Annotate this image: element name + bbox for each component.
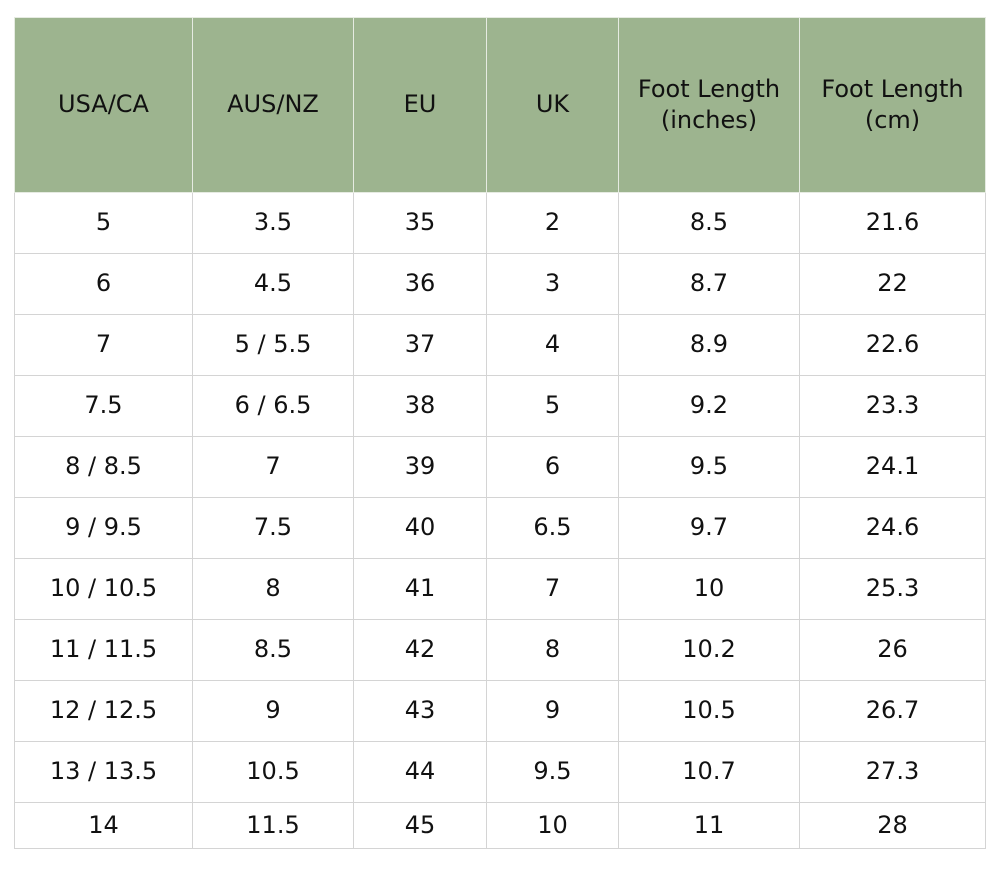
table-cell: 24.1 [799, 436, 986, 498]
table-row: 7.5 6 / 6.5 38 5 9.2 23.3 [14, 375, 986, 437]
table-cell: 37 [353, 314, 487, 376]
table-cell: 7.5 [14, 375, 193, 437]
table-cell: 10.7 [618, 741, 800, 803]
table-cell: 7 [192, 436, 354, 498]
header-cell: AUS/NZ [192, 17, 354, 193]
header-row: USA/CA AUS/NZ EU UK Foot Length (inches) Foot… [14, 17, 986, 193]
header-cell: Foot Length (inches) [618, 17, 800, 193]
table-row: 6 4.5 36 3 8.7 22 [14, 253, 986, 315]
table-row: 12 / 12.5 9 43 9 10.5 26.7 [14, 680, 986, 742]
table-cell: 10 / 10.5 [14, 558, 193, 620]
table-cell: 38 [353, 375, 487, 437]
table-cell: 9 / 9.5 [14, 497, 193, 559]
table-cell: 10.2 [618, 619, 800, 681]
table-cell: 40 [353, 497, 487, 559]
table-row: 8 / 8.5 7 39 6 9.5 24.1 [14, 436, 986, 498]
header-cell: Foot Length (cm) [799, 17, 986, 193]
table-cell: 3.5 [192, 192, 354, 254]
table-cell: 6 / 6.5 [192, 375, 354, 437]
table-cell: 5 / 5.5 [192, 314, 354, 376]
table-cell: 9.7 [618, 497, 800, 559]
table-cell: 23.3 [799, 375, 986, 437]
table-cell: 36 [353, 253, 487, 315]
table-row: 9 / 9.5 7.5 40 6.5 9.7 24.6 [14, 497, 986, 559]
table-cell: 42 [353, 619, 487, 681]
table-cell: 12 / 12.5 [14, 680, 193, 742]
table-cell: 11.5 [192, 802, 354, 849]
table-cell: 28 [799, 802, 986, 849]
table-cell: 14 [14, 802, 193, 849]
table-cell: 7.5 [192, 497, 354, 559]
table-cell: 10 [618, 558, 800, 620]
table-cell: 39 [353, 436, 487, 498]
table-cell: 44 [353, 741, 487, 803]
table-row: 13 / 13.5 10.5 44 9.5 10.7 27.3 [14, 741, 986, 803]
header-cell: UK [486, 17, 619, 193]
table-body: 5 3.5 35 2 8.5 21.6 6 4.5 36 3 8.7 22 7 5 / 5.5 37 4 8.9… [14, 192, 986, 849]
table-cell: 26 [799, 619, 986, 681]
table-cell: 9 [192, 680, 354, 742]
table-cell: 13 / 13.5 [14, 741, 193, 803]
table-cell: 25.3 [799, 558, 986, 620]
table-cell: 2 [486, 192, 619, 254]
table-cell: 27.3 [799, 741, 986, 803]
table-cell: 10.5 [192, 741, 354, 803]
table-cell: 6 [486, 436, 619, 498]
table-cell: 8 [486, 619, 619, 681]
table-cell: 9 [486, 680, 619, 742]
table-cell: 41 [353, 558, 487, 620]
table-cell: 11 / 11.5 [14, 619, 193, 681]
table-cell: 7 [14, 314, 193, 376]
table-cell: 5 [486, 375, 619, 437]
table-cell: 45 [353, 802, 487, 849]
table-cell: 35 [353, 192, 487, 254]
table-cell: 43 [353, 680, 487, 742]
table-cell: 10.5 [618, 680, 800, 742]
table-cell: 10 [486, 802, 619, 849]
table-cell: 24.6 [799, 497, 986, 559]
table-cell: 11 [618, 802, 800, 849]
table-cell: 8 / 8.5 [14, 436, 193, 498]
table-cell: 8.7 [618, 253, 800, 315]
table-cell: 8.5 [192, 619, 354, 681]
table-cell: 5 [14, 192, 193, 254]
size-table: USA/CA AUS/NZ EU UK Foot Length (inches) Foot… [14, 17, 986, 849]
table-row: 10 / 10.5 8 41 7 10 25.3 [14, 558, 986, 620]
table-cell: 8 [192, 558, 354, 620]
table-cell: 9.5 [486, 741, 619, 803]
table-cell: 22 [799, 253, 986, 315]
table-cell: 22.6 [799, 314, 986, 376]
table-cell: 8.9 [618, 314, 800, 376]
header-cell: EU [353, 17, 487, 193]
table-cell: 4 [486, 314, 619, 376]
table-row: 14 11.5 45 10 11 28 [14, 802, 986, 849]
table-row: 11 / 11.5 8.5 42 8 10.2 26 [14, 619, 986, 681]
table-cell: 3 [486, 253, 619, 315]
table-cell: 4.5 [192, 253, 354, 315]
table-cell: 6 [14, 253, 193, 315]
table-cell: 8.5 [618, 192, 800, 254]
table-row: 5 3.5 35 2 8.5 21.6 [14, 192, 986, 254]
table-cell: 21.6 [799, 192, 986, 254]
table-cell: 26.7 [799, 680, 986, 742]
table-cell: 6.5 [486, 497, 619, 559]
header-cell: USA/CA [14, 17, 193, 193]
table-cell: 9.2 [618, 375, 800, 437]
table-cell: 7 [486, 558, 619, 620]
table-cell: 9.5 [618, 436, 800, 498]
